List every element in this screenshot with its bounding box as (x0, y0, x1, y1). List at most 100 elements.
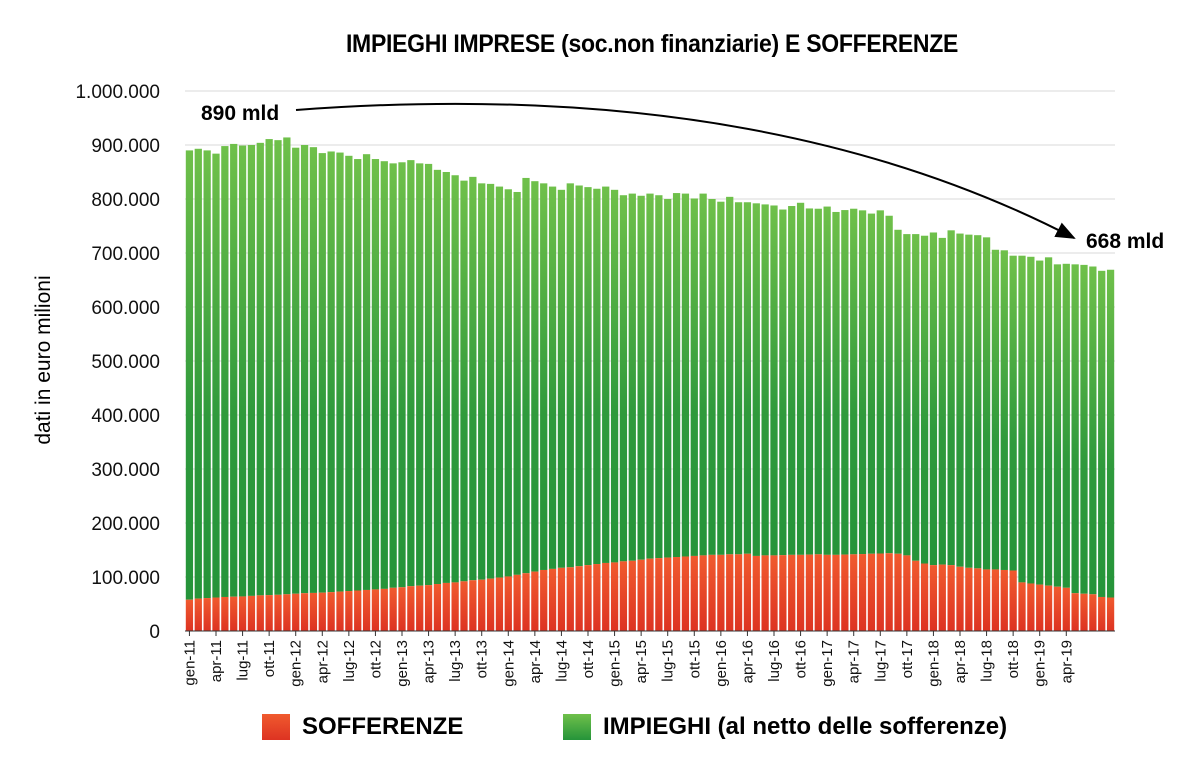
bar-sofferenze (185, 599, 194, 631)
bar-sofferenze (292, 593, 300, 631)
bar-impieghi (743, 202, 752, 554)
y-tick-label: 1.000.000 (75, 82, 160, 103)
bar-sofferenze (912, 560, 920, 631)
bar-sofferenze (894, 553, 902, 631)
x-tick-label: apr-11 (208, 640, 225, 682)
bar-impieghi (566, 183, 574, 568)
bar-sofferenze (318, 592, 326, 631)
bar-sofferenze (478, 579, 486, 631)
bar-sofferenze (1080, 593, 1088, 631)
bar-impieghi (779, 209, 787, 556)
bar-sofferenze (805, 554, 814, 631)
bar-sofferenze (646, 558, 654, 631)
bar-sofferenze (238, 596, 247, 631)
bar-sofferenze (991, 569, 1000, 631)
x-tick-label: ott-18 (1005, 640, 1022, 678)
bar-sofferenze (965, 567, 973, 631)
bar-impieghi (238, 145, 247, 597)
y-tick-label: 200.000 (91, 514, 160, 535)
y-tick-label: 800.000 (91, 190, 160, 211)
bar-impieghi (734, 202, 743, 555)
bar-impieghi (708, 199, 716, 555)
bar-sofferenze (858, 554, 867, 631)
bar-sofferenze (982, 569, 991, 631)
bar-sofferenze (743, 553, 752, 631)
bar-impieghi (442, 172, 450, 583)
bar-sofferenze (309, 592, 318, 631)
x-tick-label: gen-13 (394, 640, 411, 687)
bar-impieghi (230, 143, 238, 597)
bar-impieghi (371, 159, 380, 590)
bar-impieghi (699, 193, 707, 556)
bar-sofferenze (1000, 569, 1008, 631)
bar-impieghi (628, 193, 636, 561)
bar-sofferenze (522, 573, 530, 631)
x-tick-label: lug-14 (553, 640, 570, 682)
bar-impieghi (433, 169, 442, 585)
bar-impieghi (646, 193, 654, 559)
bar-impieghi (1027, 256, 1035, 584)
bar-sofferenze (726, 554, 734, 631)
bar-sofferenze (832, 554, 840, 631)
x-tick-label: lug-17 (872, 640, 889, 682)
bar-sofferenze (557, 567, 566, 631)
bar-sofferenze (504, 576, 512, 631)
bar-impieghi (398, 162, 406, 588)
annotations: 890 mld 668 mld (201, 102, 1164, 253)
bar-sofferenze (460, 581, 468, 631)
x-tick-label: apr-19 (1058, 640, 1075, 683)
bar-sofferenze (513, 574, 521, 631)
bar-sofferenze (796, 554, 805, 631)
annotation-start: 890 mld (201, 102, 279, 125)
legend-swatch-sofferenze (262, 714, 290, 740)
bar-sofferenze (575, 566, 583, 631)
legend-item-sofferenze: SOFFERENZE (262, 712, 463, 742)
bar-impieghi (796, 202, 805, 555)
bar-sofferenze (690, 555, 698, 631)
bar-impieghi (920, 235, 929, 564)
bar-impieghi (424, 163, 433, 586)
bar-sofferenze (247, 595, 256, 631)
bar-sofferenze (1018, 582, 1026, 631)
bar-sofferenze (841, 554, 849, 631)
bar-sofferenze (770, 555, 778, 631)
bar-impieghi (203, 150, 211, 599)
bar-sofferenze (531, 571, 539, 631)
bar-impieghi (602, 186, 610, 563)
bar-sofferenze (885, 553, 893, 631)
bar-sofferenze (920, 563, 929, 631)
bar-impieghi (1089, 266, 1097, 595)
bar-sofferenze (850, 554, 858, 631)
bar-sofferenze (867, 553, 876, 631)
bar-sofferenze (752, 555, 760, 631)
bar-impieghi (513, 191, 521, 575)
bar-impieghi (876, 210, 884, 554)
bar-impieghi (504, 189, 512, 577)
bar-impieghi (867, 213, 876, 554)
bar-sofferenze (424, 585, 433, 631)
bar-impieghi (557, 189, 566, 568)
bar-impieghi (292, 147, 300, 594)
bar-sofferenze (416, 585, 424, 631)
x-tick-label: apr-16 (739, 640, 756, 683)
bar-impieghi (274, 140, 282, 595)
bar-impieghi (265, 139, 273, 596)
bar-impieghi (991, 249, 1000, 570)
bar-impieghi (1098, 270, 1106, 597)
bar-impieghi (486, 183, 495, 579)
bar-impieghi (584, 187, 592, 566)
bar-impieghi (1018, 255, 1026, 583)
bar-sofferenze (938, 564, 946, 631)
bar-impieghi (912, 234, 920, 561)
bar-sofferenze (708, 554, 716, 631)
x-tick-label: gen-16 (713, 640, 730, 687)
bar-impieghi (362, 154, 371, 590)
bar-sofferenze (734, 554, 743, 631)
bar-sofferenze (876, 553, 884, 631)
x-tick-label: gen-19 (1032, 640, 1049, 687)
bar-impieghi (460, 180, 468, 582)
bar-sofferenze (1071, 593, 1079, 631)
bar-sofferenze (300, 593, 309, 631)
bar-sofferenze (336, 591, 344, 631)
